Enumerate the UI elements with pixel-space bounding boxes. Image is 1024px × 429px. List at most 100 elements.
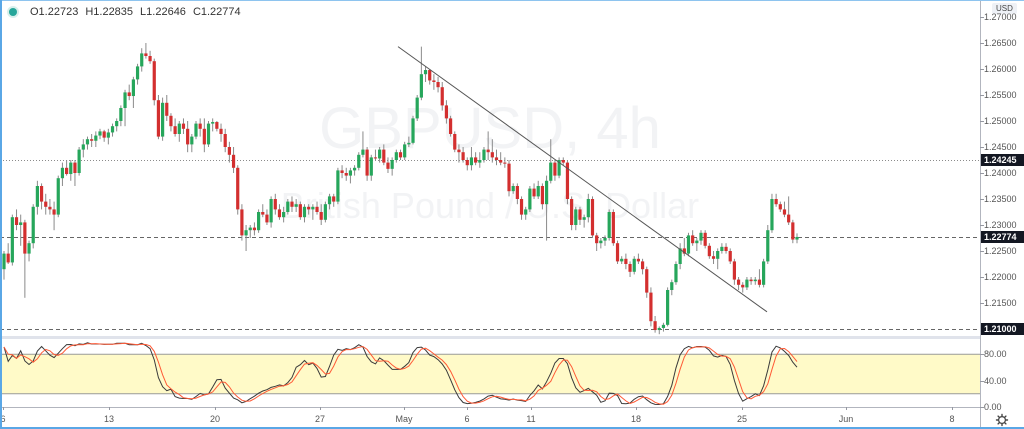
candle — [574, 209, 578, 225]
candle — [94, 135, 98, 141]
candle — [741, 284, 745, 288]
candle — [561, 160, 565, 163]
price-tick — [980, 277, 984, 278]
candle — [486, 149, 490, 153]
time-tick — [846, 407, 847, 410]
candle — [119, 108, 123, 121]
candle — [144, 53, 148, 56]
candle — [503, 162, 507, 164]
candle — [336, 170, 340, 202]
candle — [494, 157, 499, 160]
legend-close: C1.22774 — [192, 6, 241, 18]
candle — [73, 162, 77, 173]
candle — [474, 157, 478, 163]
candle — [478, 160, 482, 163]
candle — [682, 248, 686, 254]
candle — [56, 178, 60, 215]
candle — [110, 126, 115, 133]
candle — [365, 149, 369, 176]
candle — [432, 80, 436, 82]
osc-tick — [980, 380, 984, 382]
top-border — [0, 0, 1024, 1]
candle — [6, 253, 10, 263]
candle — [436, 82, 440, 88]
stoch-d-line — [3, 342, 798, 405]
candle — [215, 122, 219, 129]
candle — [248, 227, 252, 231]
price-chart[interactable]: GBPUSD, 4h British Pound / U.S. Dollar — [0, 0, 980, 429]
price-label: 1.23000 — [984, 220, 1017, 230]
candle — [269, 199, 273, 223]
candle — [632, 258, 636, 272]
candle — [352, 167, 357, 171]
time-label: 6 — [0, 414, 6, 424]
time-label: 20 — [209, 414, 221, 424]
candle — [691, 235, 695, 244]
trendline[interactable] — [397, 46, 768, 313]
candle — [657, 327, 661, 331]
candle — [448, 118, 453, 134]
candle — [378, 149, 382, 159]
price-tick — [980, 147, 984, 148]
candle — [382, 149, 386, 163]
candle — [753, 279, 757, 282]
candle — [115, 121, 119, 127]
pane-separator[interactable] — [0, 336, 980, 339]
candle — [645, 269, 649, 293]
candle — [323, 204, 327, 220]
candle — [298, 204, 302, 218]
candle — [762, 261, 766, 285]
price-tick — [980, 173, 984, 174]
candle — [102, 131, 106, 138]
price-axis[interactable] — [980, 0, 1024, 429]
time-tick — [404, 407, 405, 410]
price-tick — [980, 95, 984, 96]
candle — [695, 240, 699, 244]
candle — [369, 157, 373, 176]
candle — [131, 79, 135, 97]
price-tick — [980, 225, 984, 226]
candle — [411, 118, 415, 143]
price-label: 1.26000 — [984, 64, 1017, 74]
candle — [44, 201, 48, 207]
candle — [528, 188, 532, 210]
candle — [407, 142, 411, 145]
candle — [620, 258, 624, 262]
time-label: 11 — [526, 414, 536, 424]
candle — [181, 123, 186, 129]
candle — [787, 214, 791, 223]
candle — [515, 186, 519, 199]
currency-label[interactable]: USD — [992, 3, 1017, 14]
price-tick — [980, 121, 984, 122]
candle — [60, 167, 65, 179]
candle — [724, 246, 728, 251]
candle — [749, 279, 753, 282]
candle — [2, 253, 6, 270]
time-label: 27 — [314, 414, 326, 424]
candle — [403, 144, 407, 158]
candle — [640, 261, 645, 270]
candle — [161, 102, 165, 137]
candle — [90, 139, 94, 141]
candle — [290, 201, 294, 207]
candle — [453, 134, 457, 150]
legend-open: O1.22723 — [30, 6, 79, 18]
candle — [361, 149, 365, 155]
candle — [711, 256, 716, 259]
candle — [315, 206, 319, 212]
price-label: 1.27000 — [984, 12, 1017, 22]
candle — [615, 243, 620, 262]
osc-tick — [980, 354, 984, 356]
osc-tick — [980, 407, 984, 408]
price-tick — [980, 17, 984, 18]
candle — [373, 157, 378, 159]
time-label: 13 — [103, 414, 115, 424]
settings-gear-icon[interactable] — [995, 413, 1009, 427]
price-label: 1.25000 — [984, 116, 1017, 126]
candle — [440, 87, 444, 106]
candle — [340, 170, 344, 173]
candle — [282, 212, 286, 218]
candle — [386, 162, 390, 169]
price-label: 1.21500 — [984, 298, 1017, 308]
candle — [98, 131, 102, 136]
